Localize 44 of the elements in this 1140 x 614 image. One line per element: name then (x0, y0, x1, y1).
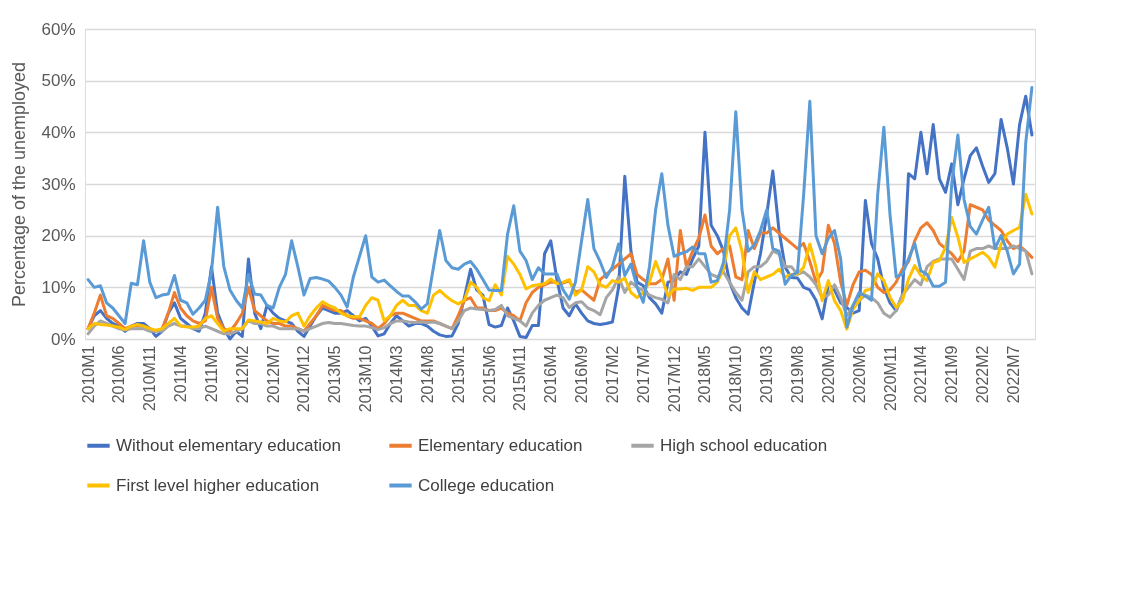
y-tick-label: 40% (41, 122, 76, 142)
x-tick-label: 2013M10 (357, 345, 375, 413)
x-tick-label: 2022M2 (974, 345, 992, 404)
x-tick-label: 2017M2 (603, 345, 621, 404)
x-tick-label: 2017M7 (634, 345, 652, 404)
y-axis-title: Percentage of the unemployed (9, 61, 30, 308)
x-tick-label: 2011M9 (202, 345, 220, 403)
x-tick-label: 2015M11 (511, 345, 529, 412)
x-tick-label: 2013M5 (326, 345, 344, 404)
x-tick-label: 2015M1 (449, 345, 467, 404)
x-tick-label: 2020M1 (819, 345, 837, 404)
legend-label: College education (418, 475, 555, 495)
x-tick-label: 2012M2 (233, 345, 251, 404)
legend-label: First level higher education (116, 475, 320, 495)
x-tick-label: 2019M8 (789, 345, 806, 404)
x-tick-label: 2011M4 (172, 345, 190, 403)
x-tick-label: 2012M12 (295, 345, 313, 413)
x-tick-label: 2012M7 (264, 345, 282, 404)
x-tick-label: 2016M4 (542, 345, 560, 404)
x-tick-label: 2015M6 (480, 345, 498, 404)
y-tick-label: 50% (41, 71, 76, 91)
x-tick-label: 2010M1 (79, 345, 97, 404)
legend-label: Elementary education (418, 435, 583, 455)
x-tick-label: 2017M12 (665, 345, 683, 413)
x-tick-label: 2018M5 (696, 345, 714, 404)
y-tick-label: 60% (41, 19, 76, 39)
y-tick-label: 10% (41, 277, 76, 297)
x-tick-label: 2016M9 (573, 345, 591, 404)
x-tick-label: 2019M3 (758, 345, 776, 404)
y-tick-label: 20% (41, 226, 76, 246)
x-tick-label: 2014M3 (388, 345, 406, 404)
legend-label: Without elementary education (116, 435, 341, 455)
y-tick-label: 30% (41, 174, 76, 194)
legend-label: High school education (660, 435, 828, 455)
x-tick-label: 2020M6 (850, 345, 868, 404)
x-tick-label: 2021M4 (912, 345, 930, 404)
x-tick-label: 2022M7 (1004, 345, 1022, 404)
x-tick-label: 2014M8 (418, 345, 436, 404)
x-tick-label: 2020M11 (881, 345, 899, 412)
y-tick-label: 0% (50, 329, 76, 349)
x-tick-label: 2010M6 (110, 345, 128, 404)
x-tick-label: 2018M10 (727, 345, 745, 413)
x-tick-label: 2021M9 (943, 345, 961, 404)
x-tick-label: 2010M11 (141, 345, 159, 412)
